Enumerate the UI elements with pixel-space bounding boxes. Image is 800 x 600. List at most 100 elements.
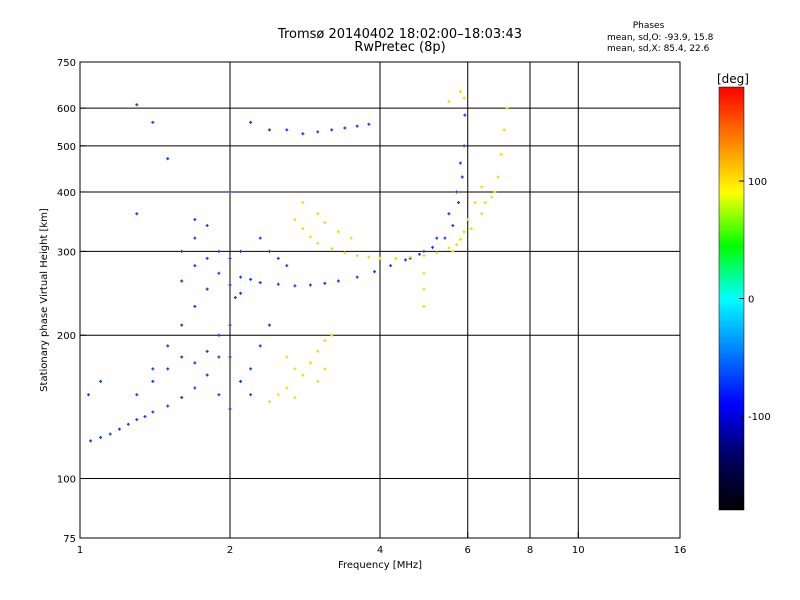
- data-point: [193, 236, 197, 240]
- data-point: [301, 373, 305, 377]
- data-point: [228, 407, 232, 411]
- data-point: [193, 361, 197, 365]
- data-points: [86, 90, 509, 443]
- data-point: [343, 251, 347, 255]
- data-point: [205, 224, 209, 228]
- data-point: [473, 201, 477, 205]
- data-point: [330, 247, 334, 251]
- data-point: [301, 227, 305, 231]
- y-tick-label: 600: [57, 104, 76, 115]
- data-point: [89, 439, 93, 443]
- data-point: [490, 195, 494, 199]
- data-point: [316, 212, 320, 216]
- data-point: [408, 255, 412, 259]
- data-point: [285, 355, 289, 359]
- data-point: [502, 128, 506, 132]
- gridlines: [80, 62, 680, 538]
- data-point: [323, 221, 327, 225]
- data-point: [394, 256, 398, 260]
- data-point: [258, 344, 262, 348]
- data-point: [367, 255, 371, 259]
- data-point: [422, 287, 426, 291]
- data-point: [166, 157, 170, 161]
- data-point: [378, 256, 382, 260]
- data-point: [367, 122, 371, 126]
- colorbar-label: [deg]: [717, 72, 749, 86]
- data-point: [349, 236, 353, 240]
- data-point: [193, 218, 197, 222]
- data-point: [180, 279, 184, 283]
- data-point: [403, 258, 407, 262]
- y-axis-label: Stationary phase Virtual Height [km]: [39, 208, 50, 392]
- phase-stats-x-mode: mean, sd,X: 85.4, 22.6: [607, 44, 710, 54]
- data-point: [249, 367, 253, 371]
- data-point: [117, 427, 121, 431]
- data-point: [458, 90, 462, 94]
- data-point: [239, 249, 243, 253]
- data-point: [451, 224, 455, 228]
- data-point: [143, 414, 147, 418]
- data-point: [108, 432, 112, 436]
- data-point: [258, 281, 262, 285]
- data-point: [205, 373, 209, 377]
- data-point: [316, 349, 320, 353]
- data-point: [443, 236, 447, 240]
- y-tick-label: 75: [63, 534, 76, 545]
- data-point: [166, 404, 170, 408]
- y-tick-label: 500: [57, 142, 76, 153]
- data-point: [330, 333, 334, 337]
- data-point: [276, 256, 280, 260]
- data-point: [193, 264, 197, 268]
- data-point: [180, 395, 184, 399]
- data-point: [293, 395, 297, 399]
- data-point: [323, 281, 327, 285]
- phase-stats-heading: Phases: [632, 21, 665, 31]
- x-axis-ticks: 1 2 4 6 8 10 16: [77, 532, 686, 556]
- y-axis-ticks: 75 100 200 300 400 500 600 750: [57, 58, 86, 545]
- data-point: [422, 271, 426, 275]
- y-tick-label: 100: [57, 475, 76, 486]
- x-axis-label: Frequency [MHz]: [338, 560, 422, 571]
- data-point: [336, 279, 340, 283]
- data-point: [462, 230, 466, 234]
- data-point: [301, 132, 305, 136]
- data-point: [151, 379, 155, 383]
- data-point: [469, 227, 473, 231]
- data-point: [285, 386, 289, 390]
- data-point: [151, 120, 155, 124]
- data-point: [389, 264, 393, 268]
- data-point: [447, 212, 451, 216]
- data-point: [228, 256, 232, 260]
- data-point: [217, 355, 221, 359]
- chart-subtitle: RwPretec (8p): [354, 40, 446, 55]
- colorbar-tick-label: 100: [748, 177, 767, 188]
- data-point: [217, 333, 221, 337]
- colorbar-tick-label: -100: [748, 412, 771, 423]
- data-point: [435, 236, 439, 240]
- data-point: [343, 126, 347, 130]
- data-point: [483, 201, 487, 205]
- data-point: [276, 282, 280, 286]
- data-point: [373, 270, 377, 274]
- data-point: [180, 355, 184, 359]
- data-point: [458, 237, 462, 241]
- data-point: [193, 304, 197, 308]
- data-point: [258, 236, 262, 240]
- data-point: [316, 241, 320, 245]
- data-point: [455, 190, 459, 194]
- data-point: [126, 422, 130, 426]
- data-point: [135, 212, 139, 216]
- data-point: [323, 367, 327, 371]
- data-point: [431, 245, 435, 249]
- x-tick-label: 6: [465, 545, 471, 556]
- data-point: [217, 249, 221, 253]
- x-tick-label: 1: [77, 545, 83, 556]
- data-point: [422, 304, 426, 308]
- data-point: [293, 284, 297, 288]
- data-point: [493, 190, 497, 194]
- data-point: [462, 144, 466, 148]
- data-point: [267, 323, 271, 327]
- data-point: [435, 251, 439, 255]
- data-point: [466, 218, 470, 222]
- data-point: [505, 106, 509, 110]
